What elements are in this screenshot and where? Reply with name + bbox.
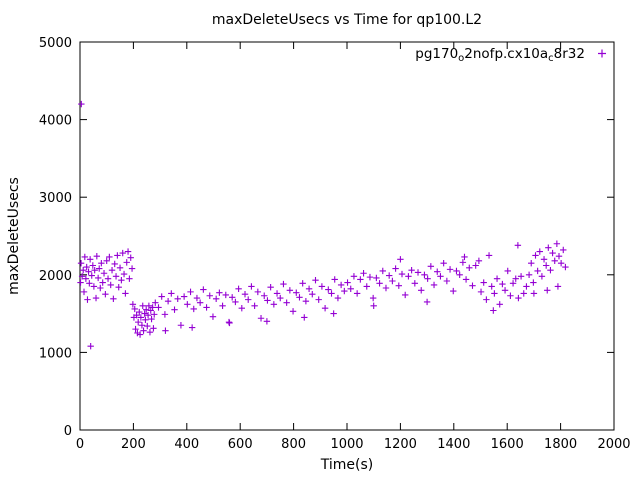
y-tick-label: 0 — [64, 424, 72, 439]
y-tick-label: 4000 — [39, 114, 72, 129]
x-tick-label: 1200 — [384, 437, 417, 452]
x-axis-label: Time(s) — [320, 457, 373, 473]
x-tick-label: 2000 — [597, 437, 630, 452]
y-tick-label: 5000 — [39, 36, 72, 51]
data-points — [77, 100, 569, 350]
y-tick-label: 2000 — [39, 269, 72, 284]
legend-plus-marker-icon — [598, 49, 606, 58]
axis-tick-labels: 0 200 400 600 800 1000 1200 1400 1600 1800 2000 0 10… — [39, 36, 631, 452]
x-tick-label: 1400 — [437, 437, 470, 452]
x-tick-label: 200 — [121, 437, 146, 452]
plot-border — [79, 41, 615, 431]
x-tick-label: 600 — [228, 437, 253, 452]
y-tick-label: 3000 — [39, 191, 72, 206]
legend: pg170o2nofp.cx10ac8r32 — [415, 46, 606, 64]
chart-title: maxDeleteUsecs vs Time for qp100.L2 — [212, 12, 482, 28]
x-tick-label: 1600 — [491, 437, 524, 452]
x-tick-label: 400 — [174, 437, 199, 452]
y-tick-label: 1000 — [39, 346, 72, 361]
x-tick-label: 0 — [76, 437, 84, 452]
x-tick-label: 1000 — [330, 437, 363, 452]
x-tick-label: 1800 — [544, 437, 577, 452]
legend-series-label: pg170o2nofp.cx10ac8r32 — [415, 46, 585, 64]
x-tick-label: 800 — [281, 437, 306, 452]
y-axis-label: maxDeleteUsecs — [6, 177, 22, 295]
axis-ticks — [79, 41, 615, 431]
